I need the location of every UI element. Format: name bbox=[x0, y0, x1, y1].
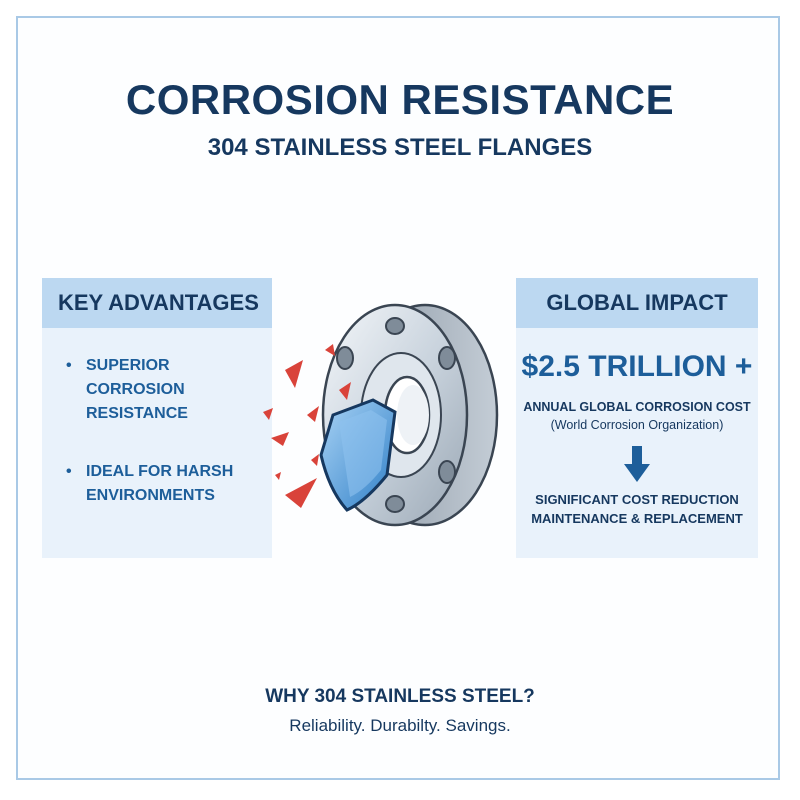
cost-reduction-line1: SIGNIFICANT COST REDUCTION bbox=[535, 492, 739, 507]
rust-shard bbox=[339, 382, 351, 400]
advantage-text: SUPERIOR CORROSION RESISTANCE bbox=[86, 357, 188, 422]
advantage-item: • SUPERIOR CORROSION RESISTANCE bbox=[66, 354, 272, 426]
advantage-item: • IDEAL FOR HARSH ENVIRONMENTS bbox=[66, 460, 272, 508]
corrosion-cost-label: ANNUAL GLOBAL CORROSION COST bbox=[523, 400, 751, 414]
bolt-hole bbox=[385, 317, 405, 335]
cost-reduction-line2: MAINTENANCE & REPLACEMENT bbox=[531, 511, 743, 526]
flange-illustration bbox=[263, 303, 499, 527]
advantages-list: • SUPERIOR CORROSION RESISTANCE • IDEAL … bbox=[42, 328, 272, 508]
footer-tagline: Reliability. Durabilty. Savings. bbox=[289, 716, 511, 735]
global-impact-heading: GLOBAL IMPACT bbox=[516, 278, 758, 328]
bolt-hole bbox=[385, 495, 405, 513]
key-advantages-panel: KEY ADVANTAGES • SUPERIOR CORROSION RESI… bbox=[42, 278, 272, 558]
corrosion-cost-source: (World Corrosion Organization) bbox=[550, 418, 724, 432]
rust-shard bbox=[311, 454, 319, 466]
rust-shard bbox=[271, 432, 289, 446]
footer-question: WHY 304 STAINLESS STEEL? bbox=[265, 686, 535, 707]
page-subtitle: 304 STAINLESS STEEL FLANGES bbox=[207, 134, 593, 161]
bolt-hole bbox=[336, 346, 354, 370]
bullet-icon: • bbox=[66, 463, 72, 480]
bolt-hole bbox=[438, 346, 456, 370]
page-title: CORROSION RESISTANCE bbox=[125, 76, 675, 123]
bolt-hole bbox=[438, 460, 456, 484]
rust-shard bbox=[325, 344, 335, 356]
rust-shard bbox=[307, 406, 319, 422]
global-impact-panel: GLOBAL IMPACT $2.5 TRILLION + ANNUAL GLO… bbox=[516, 278, 758, 558]
rust-shard bbox=[263, 408, 273, 420]
bullet-icon: • bbox=[66, 357, 72, 374]
arrow-down-icon bbox=[624, 446, 650, 482]
corrosion-cost-figure: $2.5 TRILLION + bbox=[521, 350, 753, 383]
rust-shard bbox=[285, 478, 317, 508]
key-advantages-heading: KEY ADVANTAGES bbox=[42, 278, 272, 328]
rust-shard bbox=[285, 360, 303, 388]
rust-shard bbox=[275, 472, 281, 480]
advantage-text: IDEAL FOR HARSH ENVIRONMENTS bbox=[86, 463, 234, 504]
